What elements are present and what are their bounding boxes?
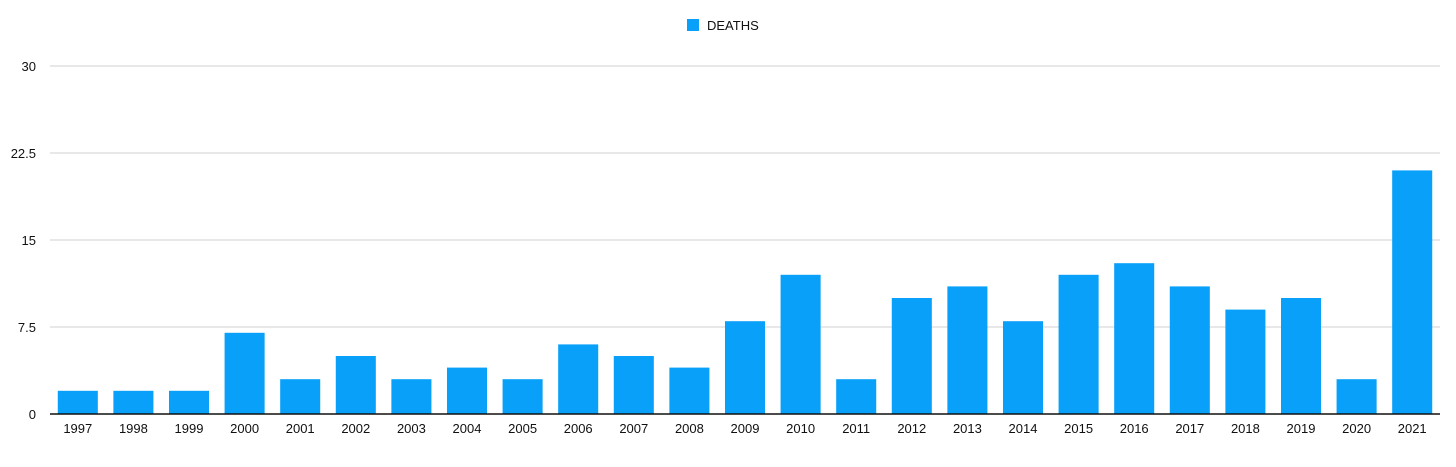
bar-2019 [1280,298,1322,414]
x-tick-label: 2002 [341,421,370,436]
x-tick-label: 2000 [230,421,259,436]
bar-2021 [1392,170,1433,414]
x-tick-label: 2001 [286,421,315,436]
bar-2017 [1169,286,1210,414]
bar-2008 [669,367,710,414]
bar-2012 [891,298,932,414]
x-tick-label: 2019 [1287,421,1316,436]
x-tick-label: 2010 [786,421,815,436]
x-tick-label: 2004 [453,421,482,436]
x-tick-label: 2015 [1064,421,1093,436]
y-tick-label: 30 [22,59,36,74]
bar-2010 [780,274,821,414]
x-tick-label: 2003 [397,421,426,436]
x-tick-label: 2013 [953,421,982,436]
x-tick-label: 1997 [63,421,92,436]
bar-2000 [224,332,265,414]
bar-2003 [391,379,432,414]
bar-2002 [335,356,376,414]
gridlines [50,65,1440,328]
bar-2009 [724,321,766,414]
bar-2015 [1058,274,1099,414]
bar-2007 [613,356,654,414]
x-tick-label: 2007 [619,421,648,436]
y-tick-label: 22.5 [11,146,36,161]
x-tick-label: 2011 [842,421,870,436]
bar-2004 [446,367,488,414]
bar-2014 [1002,321,1044,414]
x-tick-label: 2020 [1342,421,1371,436]
x-tick-label: 2008 [675,421,704,436]
legend-label-deaths: DEATHS [707,18,759,33]
x-tick-label: 2005 [508,421,537,436]
bar-2001 [280,379,321,414]
bar-2020 [1336,379,1377,414]
bar-1997 [57,390,98,414]
x-tick-label: 2021 [1398,421,1427,436]
bar-1999 [168,390,210,414]
bar-2005 [502,379,543,414]
bar-2013 [947,286,988,414]
y-tick-label: 0 [29,407,36,422]
bar-1998 [113,390,154,414]
y-tick-label: 15 [22,233,36,248]
bar-2011 [836,379,877,414]
x-tick-label: 2009 [731,421,760,436]
x-tick-label: 2006 [564,421,593,436]
legend: DEATHS [687,18,759,33]
x-tick-label: 2014 [1009,421,1038,436]
bar-2018 [1225,309,1266,414]
y-tick-label: 7.5 [18,320,36,335]
x-axis-tick-labels: 1997 1998 1999 2000 2001 2002 2003 2004 2005 2006… [63,421,1426,436]
x-tick-label: 2012 [897,421,926,436]
bar-2016 [1114,263,1155,414]
y-axis-tick-labels: 0 7.5 15 22.5 30 [11,59,36,422]
x-tick-label: 2017 [1175,421,1204,436]
x-tick-label: 2016 [1120,421,1149,436]
legend-swatch [687,19,699,31]
x-tick-label: 1999 [175,421,204,436]
x-tick-label: 2018 [1231,421,1260,436]
x-tick-label: 1998 [119,421,148,436]
bars [57,170,1433,414]
bar-2006 [558,344,599,414]
